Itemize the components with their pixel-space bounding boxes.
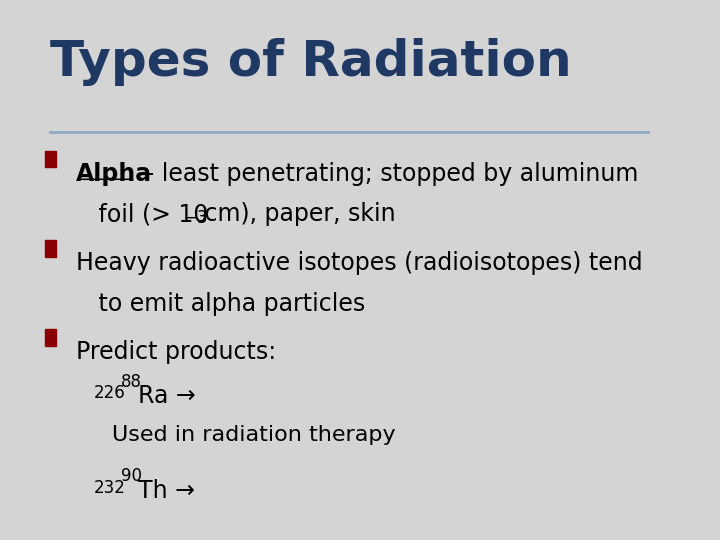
Text: cm), paper, skin: cm), paper, skin (197, 202, 395, 226)
Text: 88: 88 (121, 373, 142, 390)
Text: 232: 232 (94, 479, 125, 497)
Text: – least penetrating; stopped by aluminum: – least penetrating; stopped by aluminum (135, 162, 639, 186)
Bar (45, 151, 56, 167)
Text: Ra →: Ra → (138, 384, 196, 408)
Bar (45, 240, 56, 256)
Text: foil (> 10: foil (> 10 (76, 202, 208, 226)
Text: Th →: Th → (138, 479, 195, 503)
Bar (45, 329, 56, 346)
Text: Alpha: Alpha (76, 162, 152, 186)
Text: 226: 226 (94, 384, 125, 402)
Text: Types of Radiation: Types of Radiation (50, 38, 572, 86)
Text: Used in radiation therapy: Used in radiation therapy (112, 425, 395, 445)
Text: −3: −3 (184, 209, 208, 227)
Text: 90: 90 (121, 467, 142, 485)
Text: Predict products:: Predict products: (76, 340, 276, 364)
Text: Heavy radioactive isotopes (radioisotopes) tend: Heavy radioactive isotopes (radioisotope… (76, 251, 642, 275)
Text: to emit alpha particles: to emit alpha particles (76, 292, 365, 315)
